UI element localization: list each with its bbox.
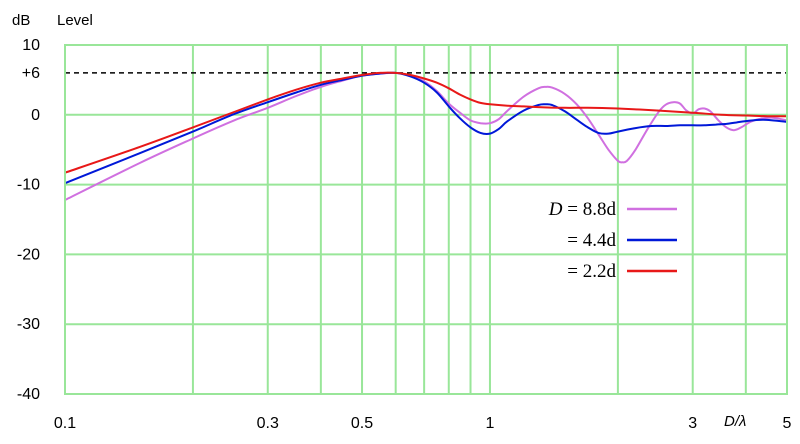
grid: [65, 45, 787, 394]
y-tick-label: -20: [17, 246, 40, 263]
series-group: [64, 71, 788, 201]
y-tick-label: -30: [17, 316, 40, 333]
series-line-1: [64, 71, 788, 201]
y-unit-label: dB: [12, 12, 30, 29]
x-axis-title: D/λ: [724, 413, 746, 430]
y-axis-title: Level: [57, 12, 93, 29]
y-tick-label: +6: [22, 65, 40, 82]
x-tick-label: 0.5: [351, 415, 373, 432]
legend-label-1: D = 8.8d: [548, 199, 617, 220]
plot-frame: [64, 44, 788, 395]
x-tick-label: 1: [486, 415, 495, 432]
legend-variable: D: [548, 199, 563, 220]
legend: D = 8.8d = 4.4d = 2.2d: [548, 199, 677, 282]
x-tick-label: 5: [783, 415, 792, 432]
series-line-2: [64, 71, 788, 185]
series-line-3: [64, 71, 788, 174]
x-tick-label: 0.1: [54, 415, 76, 432]
legend-value: = 4.4d: [567, 230, 616, 251]
x-axis-title-text: D/λ: [724, 413, 746, 430]
y-tick-labels: 10 +6 0 -10 -20 -30 -40: [17, 37, 40, 403]
y-tick-label: -40: [17, 386, 40, 403]
legend-label-3: = 2.2d: [567, 261, 616, 282]
legend-label-2: = 4.4d: [567, 230, 616, 251]
y-tick-label: 0: [31, 107, 40, 124]
y-tick-label: 10: [22, 37, 40, 54]
legend-value: = 8.8d: [563, 199, 617, 220]
x-tick-label: 3: [688, 415, 697, 432]
x-tick-label: 0.3: [257, 415, 279, 432]
legend-value: = 2.2d: [567, 261, 616, 282]
x-tick-labels: 0.1 0.3 0.5 1 3 5: [54, 415, 792, 432]
y-tick-label: -10: [17, 177, 40, 194]
